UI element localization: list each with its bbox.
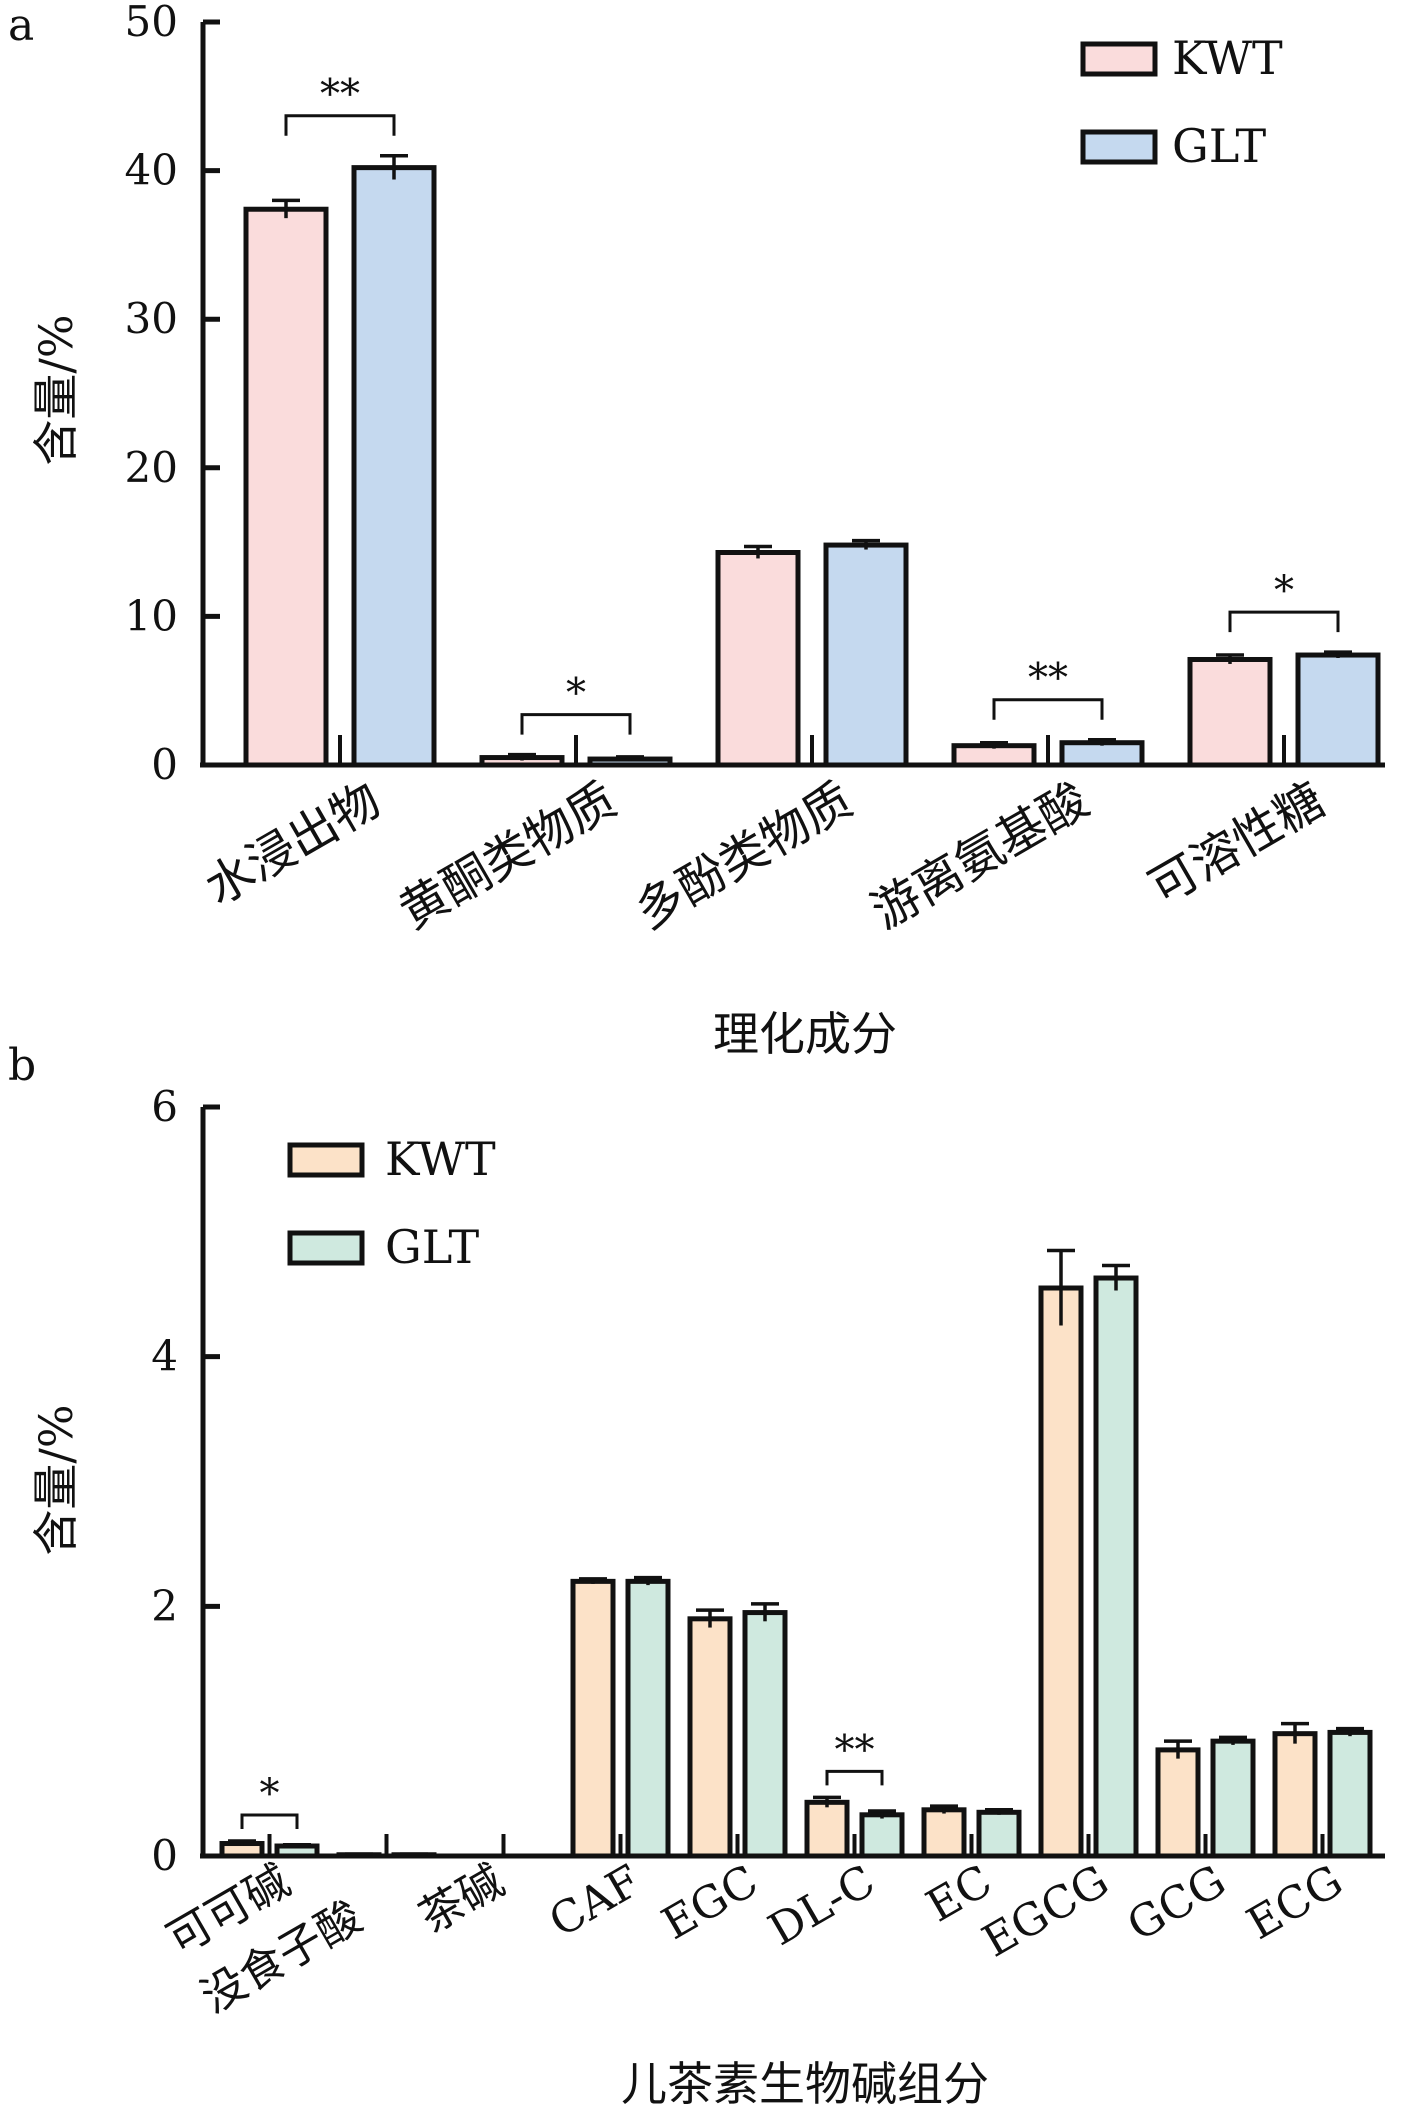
y-tick-label: 0 [151, 1831, 178, 1880]
category-label: EGCG [974, 1855, 1117, 1967]
significance-marker: * [260, 1771, 280, 1817]
panel-b-legend-label-glt: GLT [385, 1220, 480, 1274]
significance-bracket [825, 1769, 884, 1786]
panel-b-legend-swatch-glt [287, 1230, 365, 1266]
significance-marker: ** [320, 72, 360, 118]
y-tick-label: 10 [125, 591, 178, 640]
category-label: 黄酮类物质 [390, 772, 626, 941]
significance-bracket [520, 713, 632, 735]
bar-glt [859, 1812, 905, 1859]
panel-a-legend-label-glt: GLT [1172, 119, 1267, 173]
panel-b-x-axis-label: 儿茶素生物碱组分 [621, 2057, 989, 2111]
bar-kwt [1155, 1747, 1201, 1859]
bar-kwt [687, 1616, 733, 1859]
bar-glt [351, 165, 437, 768]
significance-marker: ** [835, 1727, 875, 1773]
bar-kwt [570, 1578, 616, 1859]
y-tick-label: 30 [125, 294, 178, 343]
panel-a-y-ticks: 0 10 20 30 40 50 [125, 0, 220, 789]
panel-a-legend-swatch-glt [1080, 129, 1158, 165]
y-tick-label: 20 [125, 443, 178, 492]
category-label: GCG [1119, 1855, 1235, 1951]
bar-kwt [243, 206, 329, 768]
significance-bracket [1228, 610, 1340, 633]
panel-a-legend: KWT GLT [1080, 31, 1283, 173]
bar-kwt [1187, 656, 1273, 768]
significance-marker: * [1274, 568, 1294, 614]
category-label: 可溶性糖 [1140, 772, 1334, 917]
panel-a-label: a [8, 0, 34, 51]
category-label: EGC [654, 1855, 767, 1950]
significance-marker: * [566, 671, 586, 717]
category-label: DL-C [760, 1855, 883, 1956]
panel-b-bars [219, 1248, 1373, 1859]
y-tick-label: 0 [151, 740, 178, 789]
bar-glt [1295, 652, 1381, 768]
panel-a-bars [243, 153, 1381, 768]
category-label: 多酚类物质 [626, 772, 862, 941]
panel-a-category-labels: 水浸出物 黄酮类物质 多酚类物质 游离氨基酸 可溶性糖 [196, 772, 1334, 941]
category-label: 茶碱 [411, 1855, 513, 1943]
y-tick-label: 6 [151, 1082, 178, 1131]
bar-glt [1093, 1275, 1139, 1859]
panel-b-significance: *** [240, 1727, 884, 1830]
panel-b-label: b [8, 1040, 36, 1091]
bar-glt [625, 1578, 671, 1859]
panel-a-legend-swatch-kwt [1080, 41, 1158, 77]
panel-b-y-axis-label: 含量/% [29, 1404, 83, 1555]
significance-bracket [284, 114, 396, 136]
panel-a-x-axis-label: 理化成分 [713, 1007, 897, 1061]
bar-kwt [1272, 1731, 1318, 1859]
panel-a-y-axis-label: 含量/% [29, 314, 83, 465]
panel-b-legend: KWT GLT [287, 1132, 496, 1274]
category-label: CAF [541, 1855, 650, 1947]
y-tick-label: 40 [125, 146, 178, 195]
category-label: ECG [1239, 1855, 1352, 1950]
y-tick-label: 50 [125, 0, 178, 46]
panel-a-legend-label-kwt: KWT [1172, 31, 1283, 85]
panel-b-legend-swatch-kwt [287, 1142, 365, 1178]
y-tick-label: 4 [151, 1332, 178, 1381]
bar-glt [1059, 740, 1145, 768]
category-label: 水浸出物 [196, 772, 390, 917]
significance-bracket [240, 1813, 299, 1830]
bar-kwt [715, 550, 801, 768]
bar-glt [1327, 1729, 1373, 1859]
bar-glt [274, 1843, 320, 1859]
bar-glt [1210, 1738, 1256, 1859]
panel-b-legend-label-kwt: KWT [385, 1132, 496, 1186]
bar-kwt [921, 1807, 967, 1859]
bar-glt [976, 1809, 1022, 1859]
y-tick-label: 2 [151, 1581, 178, 1630]
panel-b-y-ticks: 0 2 4 6 [151, 1082, 220, 1880]
bar-glt [742, 1610, 788, 1859]
bar-kwt [804, 1799, 850, 1859]
significance-marker: ** [1028, 656, 1068, 702]
panel-a-significance: *** *** [284, 72, 1340, 735]
category-label: 游离氨基酸 [862, 772, 1098, 941]
bar-glt [823, 542, 909, 768]
bar-kwt [1038, 1285, 1084, 1859]
significance-bracket [992, 698, 1104, 720]
